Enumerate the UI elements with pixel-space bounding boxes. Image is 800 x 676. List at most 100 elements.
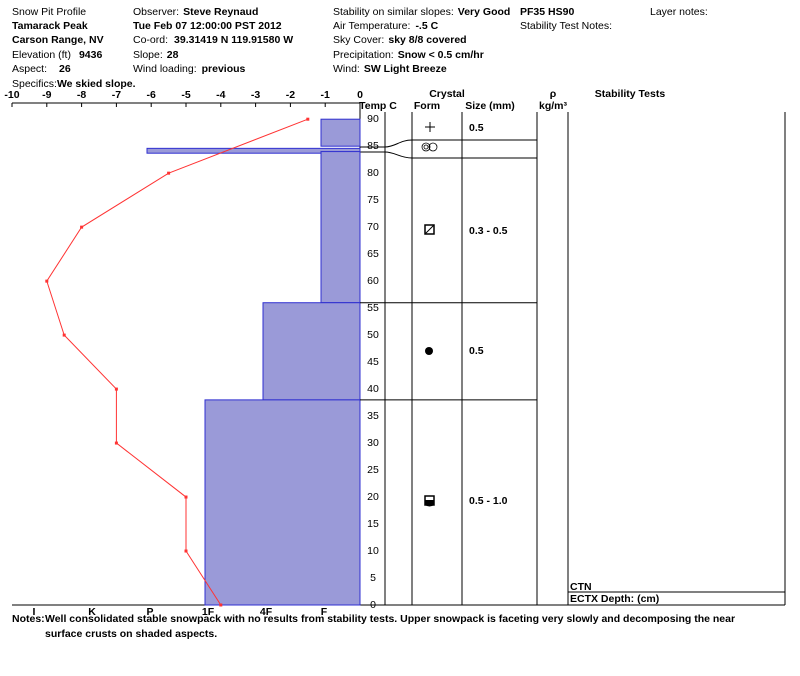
- label: Specifics:: [12, 78, 57, 90]
- x-tick-label: -8: [77, 89, 86, 101]
- wind: Wind: SW Light Breeze: [333, 63, 447, 75]
- y-tick-label: 55: [367, 302, 379, 314]
- label: Wind loading:: [133, 63, 197, 75]
- y-tick-label: 30: [367, 437, 379, 449]
- value: 26: [59, 63, 71, 75]
- temperature-point: [114, 441, 118, 445]
- range: Carson Range, NV: [12, 34, 104, 46]
- y-tick-label: 5: [370, 572, 376, 584]
- value: Very Good: [458, 6, 511, 18]
- crystal-header: Crystal: [429, 88, 465, 100]
- y-tick-label: 90: [367, 113, 379, 125]
- x-tick-label: -3: [251, 89, 260, 101]
- size: 0.3 - 0.5: [469, 225, 508, 237]
- stability-test: CTN: [570, 581, 592, 593]
- notes-label: Notes:: [12, 613, 45, 625]
- label: Sky Cover:: [333, 34, 384, 46]
- x-tick-label: -2: [286, 89, 295, 101]
- x-tick-label: -5: [181, 89, 190, 101]
- y-tick-label: 50: [367, 329, 379, 341]
- rho-header: ρ: [550, 88, 557, 100]
- specifics: Specifics:We skied slope.: [12, 78, 136, 90]
- x-tick-label: -10: [4, 89, 19, 101]
- value: Steve Reynaud: [183, 6, 258, 18]
- y-tick-label: 85: [367, 140, 379, 152]
- value: 28: [167, 49, 179, 61]
- stability-header: Stability Tests: [595, 88, 666, 100]
- label: Co-ord:: [133, 34, 168, 46]
- stability-test: ECTX Depth: (cm): [570, 593, 659, 605]
- slope: Slope: 28: [133, 49, 179, 61]
- layer-connector: [360, 139, 537, 148]
- y-tick-label: 20: [367, 491, 379, 503]
- label: Air Temperature:: [333, 20, 410, 32]
- y-tick-label: 0: [370, 599, 376, 611]
- x-tick-label: -9: [42, 89, 51, 101]
- temp-header: Temp C: [359, 100, 397, 112]
- title: Snow Pit Profile: [12, 6, 86, 18]
- form-header: Form: [414, 100, 440, 112]
- notes: Notes: Well consolidated stable snowpack…: [12, 612, 772, 642]
- y-tick-label: 70: [367, 221, 379, 233]
- value: SW Light Breeze: [364, 63, 447, 75]
- y-tick-label: 65: [367, 248, 379, 260]
- y-tick-label: 10: [367, 545, 379, 557]
- label: Precipitation:: [333, 49, 394, 61]
- hardness-layer: [204, 399, 361, 606]
- hardness-tick-label: 1F: [202, 606, 215, 618]
- value: 39.31419 N 119.91580 W: [174, 34, 293, 46]
- value: Snow < 0.5 cm/hr: [398, 49, 484, 61]
- precip: Precipitation: Snow < 0.5 cm/hr: [333, 49, 484, 61]
- x-tick-label: -7: [112, 89, 121, 101]
- value: We skied slope.: [57, 78, 136, 90]
- aspect: Aspect: 26: [12, 63, 71, 75]
- size: 0.5: [469, 122, 484, 134]
- label: Stability on similar slopes:: [333, 6, 454, 18]
- density-header: kg/m³: [539, 100, 568, 112]
- elevation: Elevation (ft) 9436: [12, 49, 102, 61]
- size-header: Size (mm): [465, 100, 515, 112]
- label: Observer:: [133, 6, 179, 18]
- temperature-point: [114, 387, 118, 391]
- temperature-point: [62, 333, 66, 337]
- value: previous: [202, 63, 246, 75]
- y-tick-label: 40: [367, 383, 379, 395]
- temperature-point: [167, 171, 171, 175]
- y-tick-label: 45: [367, 356, 379, 368]
- temperature-point: [184, 495, 188, 499]
- temperature-point: [184, 549, 188, 553]
- form-icon: [425, 347, 433, 355]
- x-tick-label: -1: [321, 89, 330, 101]
- size: 0.5 - 1.0: [469, 495, 508, 507]
- form-icon: [425, 122, 435, 132]
- form-icon: [421, 142, 438, 152]
- hardness-tick-label: 4F: [260, 606, 273, 618]
- temperature-point: [219, 603, 223, 607]
- x-tick-label: -6: [147, 89, 156, 101]
- form-icon: [424, 495, 435, 507]
- label: Aspect:: [12, 63, 47, 75]
- layer-connector: [360, 151, 537, 159]
- hardness-layer: [320, 118, 361, 147]
- air-temp: Air Temperature: -.5 C: [333, 20, 439, 32]
- hardness-layer: [262, 302, 361, 401]
- label: Slope:: [133, 49, 163, 61]
- size: 0.5: [469, 345, 484, 357]
- x-tick-label: 0: [357, 89, 363, 101]
- hardness-layer: [320, 151, 361, 304]
- temperature-line: [46, 118, 308, 606]
- y-tick-label: 35: [367, 410, 379, 422]
- hardness-layer: [146, 147, 361, 154]
- temperature-point: [306, 117, 310, 121]
- temperature-point: [80, 225, 84, 229]
- y-tick-label: 75: [367, 194, 379, 206]
- sky: Sky Cover: sky 8/8 covered: [333, 34, 467, 46]
- notes-text: Well consolidated stable snowpack with n…: [45, 613, 736, 640]
- label: Elevation (ft): [12, 49, 71, 61]
- hardness-tick-label: F: [321, 606, 328, 618]
- layer-notes: Layer notes:: [650, 6, 708, 18]
- y-tick-label: 25: [367, 464, 379, 476]
- wind-loading: Wind loading: previous: [133, 63, 246, 75]
